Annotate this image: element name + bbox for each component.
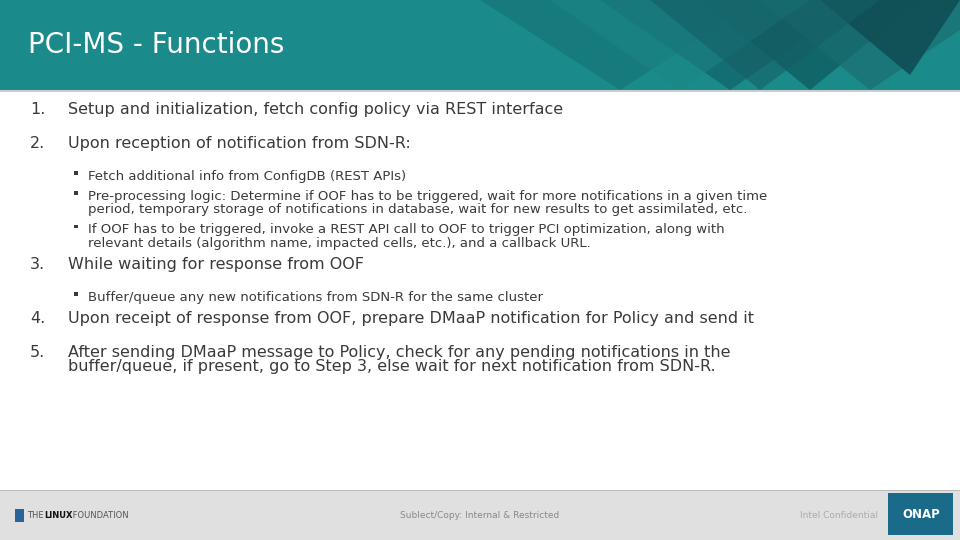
Polygon shape — [760, 0, 960, 90]
Bar — [15, 509, 24, 522]
Text: Upon receipt of response from OOF, prepare DMaaP notification for Policy and sen: Upon receipt of response from OOF, prepa… — [68, 311, 754, 326]
Text: relevant details (algorithm name, impacted cells, etc.), and a callback URL.: relevant details (algorithm name, impact… — [88, 237, 590, 250]
Text: While waiting for response from OOF: While waiting for response from OOF — [68, 257, 364, 272]
Text: Pre-processing logic: Determine if OOF has to be triggered, wait for more notifi: Pre-processing logic: Determine if OOF h… — [88, 190, 767, 203]
Bar — [74, 292, 78, 295]
Text: period, temporary storage of notifications in database, wait for new results to : period, temporary storage of notificatio… — [88, 204, 748, 217]
Text: After sending DMaaP message to Policy, check for any pending notifications in th: After sending DMaaP message to Policy, c… — [68, 345, 731, 360]
Text: LINUX: LINUX — [44, 511, 73, 521]
Text: Intel Confidential: Intel Confidential — [800, 510, 878, 519]
Text: Sublect/Copy: Internal & Restricted: Sublect/Copy: Internal & Restricted — [400, 510, 560, 519]
Text: 2.: 2. — [30, 136, 45, 151]
Polygon shape — [700, 0, 920, 90]
Bar — [0, 0, 960, 90]
Text: THE: THE — [27, 511, 46, 521]
Text: Fetch additional info from ConfigDB (REST APIs): Fetch additional info from ConfigDB (RES… — [88, 170, 406, 183]
Bar — [0, 42, 960, 490]
Polygon shape — [820, 0, 960, 75]
Polygon shape — [650, 0, 880, 90]
Bar — [888, 493, 953, 535]
Polygon shape — [550, 0, 810, 90]
Bar — [74, 191, 78, 194]
Polygon shape — [600, 0, 860, 90]
Text: Upon reception of notification from SDN-R:: Upon reception of notification from SDN-… — [68, 136, 411, 151]
Text: Setup and initialization, fetch config policy via REST interface: Setup and initialization, fetch config p… — [68, 102, 564, 117]
Text: 1.: 1. — [30, 102, 45, 117]
Bar — [0, 490, 960, 540]
Text: ONAP: ONAP — [902, 508, 940, 521]
Text: If OOF has to be triggered, invoke a REST API call to OOF to trigger PCI optimiz: If OOF has to be triggered, invoke a RES… — [88, 224, 725, 237]
Text: FOUNDATION: FOUNDATION — [70, 511, 129, 521]
Polygon shape — [480, 0, 760, 90]
Bar — [74, 225, 78, 228]
Text: buffer/queue, if present, go to Step 3, else wait for next notification from SDN: buffer/queue, if present, go to Step 3, … — [68, 360, 715, 375]
Bar — [74, 171, 78, 174]
Text: Buffer/queue any new notifications from SDN-R for the same cluster: Buffer/queue any new notifications from … — [88, 291, 543, 304]
Text: 3.: 3. — [30, 257, 45, 272]
Bar — [0, 490, 960, 491]
Bar — [0, 90, 960, 92]
Text: PCI-MS - Functions: PCI-MS - Functions — [28, 31, 284, 59]
Text: 4.: 4. — [30, 311, 45, 326]
Text: 5.: 5. — [30, 345, 45, 360]
